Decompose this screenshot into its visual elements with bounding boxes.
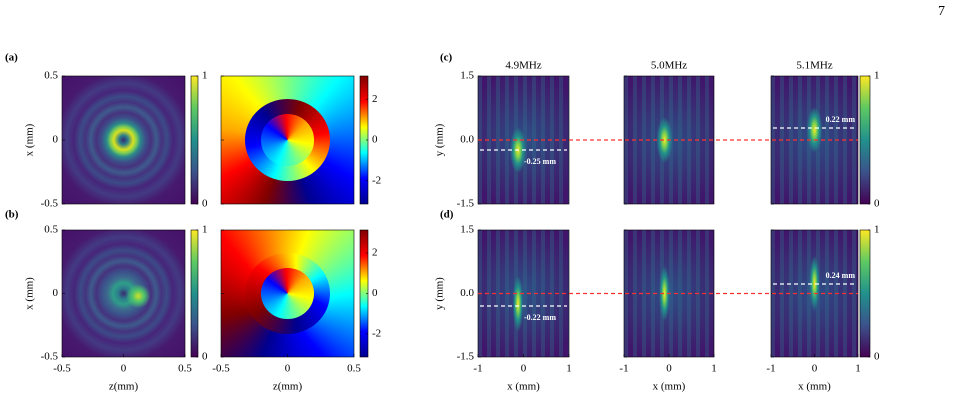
frequency-title: 4.9MHz: [505, 60, 541, 72]
y-tick-label: 1.5: [460, 70, 474, 82]
plot-frame: [220, 75, 355, 205]
shift-label: 0.24 mm: [826, 271, 856, 280]
y-tick-label: 0: [53, 134, 59, 146]
y-axis-label: y (mm): [434, 277, 446, 310]
y-axis-label: y (mm): [434, 123, 446, 156]
colorbar-tick-label: 0: [202, 198, 208, 210]
colorbar: [191, 76, 198, 204]
y-tick-label: 1.5: [460, 224, 474, 236]
x-tick-label: 0: [121, 363, 127, 375]
shift-label: -0.25 mm: [524, 157, 556, 166]
colorbar-tick-label: 1: [202, 70, 208, 82]
colorbar: [860, 230, 870, 357]
y-tick-label: -0.5: [41, 351, 59, 363]
x-axis-label: x (mm): [507, 381, 540, 393]
y-axis-label: x (mm): [24, 123, 36, 156]
x-tick-label: -0.5: [53, 363, 71, 375]
x-tick-label: 0.5: [347, 363, 361, 375]
colorbar-tick-label: 0: [874, 198, 880, 210]
colorbar-tick-label: 2: [372, 93, 378, 105]
y-tick-label: -1.5: [457, 351, 475, 363]
y-tick-label: 0.5: [44, 70, 58, 82]
panel-label: (b): [5, 209, 19, 221]
phase-map: [221, 230, 354, 357]
plot-frame: [859, 75, 871, 205]
frequency-title: 5.0MHz: [651, 60, 687, 72]
colorbar-tick-label: 0: [372, 287, 378, 299]
plot-frame: [61, 75, 186, 205]
x-tick-label: 0: [521, 363, 527, 375]
plot-frame: [61, 229, 186, 358]
x-axis-label: z(mm): [273, 381, 303, 393]
y-tick-label: 0: [53, 287, 59, 299]
colorbar-tick-label: 0: [372, 134, 378, 146]
colorbar-tick-label: 1: [202, 224, 208, 236]
panel-label: (c): [440, 52, 453, 64]
amplitude-map: [62, 76, 185, 204]
plot-frame: [190, 75, 199, 205]
x-tick-label: 0: [812, 363, 818, 375]
colorbar-tick-label: 0: [202, 351, 208, 363]
page-number: 7: [938, 4, 945, 19]
x-axis-label: x (mm): [653, 381, 686, 393]
x-tick-label: 0.5: [178, 363, 192, 375]
y-tick-label: 0.0: [460, 134, 474, 146]
shift-label: -0.22 mm: [524, 313, 556, 322]
colorbar-tick-label: -2: [372, 327, 381, 339]
phase-ring: [244, 99, 331, 181]
phase-map: [221, 76, 354, 204]
x-tick-label: 0: [666, 363, 672, 375]
frequency-title: 5.1MHz: [796, 60, 832, 72]
x-axis-label: z(mm): [109, 381, 139, 393]
panel-label: (d): [440, 209, 454, 221]
colorbar-tick-label: -2: [372, 174, 381, 186]
colorbar-tick-label: 1: [874, 70, 880, 82]
shift-label: 0.22 mm: [826, 115, 856, 124]
x-tick-label: 1: [566, 363, 572, 375]
y-tick-label: 0.0: [460, 287, 474, 299]
phase-ring: [244, 252, 331, 335]
panel-label: (a): [5, 52, 18, 64]
colorbar: [191, 230, 198, 357]
x-tick-label: -1: [619, 363, 628, 375]
x-tick-label: 1: [855, 363, 861, 375]
colorbar-tick-label: 1: [874, 224, 880, 236]
plot-frame: [190, 229, 199, 358]
x-tick-label: -0.5: [212, 363, 230, 375]
phase-core: [260, 114, 315, 166]
colorbar-tick-label: 0: [874, 351, 880, 363]
x-tick-label: -1: [473, 363, 482, 375]
x-tick-label: -1: [766, 363, 775, 375]
phase-core: [260, 268, 315, 319]
colorbar-tick-label: 2: [372, 247, 378, 259]
y-tick-label: 0.5: [44, 224, 58, 236]
plot-frame: [220, 229, 355, 358]
amplitude-map: [62, 230, 185, 357]
colorbar: [360, 76, 368, 204]
y-tick-label: -0.5: [41, 198, 59, 210]
colorbar: [860, 76, 870, 204]
colorbar: [360, 230, 368, 357]
x-axis-label: x (mm): [798, 381, 831, 393]
y-axis-label: x (mm): [24, 277, 36, 310]
x-tick-label: 0: [285, 363, 291, 375]
plot-frame: [859, 229, 871, 358]
x-tick-label: 1: [711, 363, 717, 375]
y-tick-label: -1.5: [457, 198, 475, 210]
